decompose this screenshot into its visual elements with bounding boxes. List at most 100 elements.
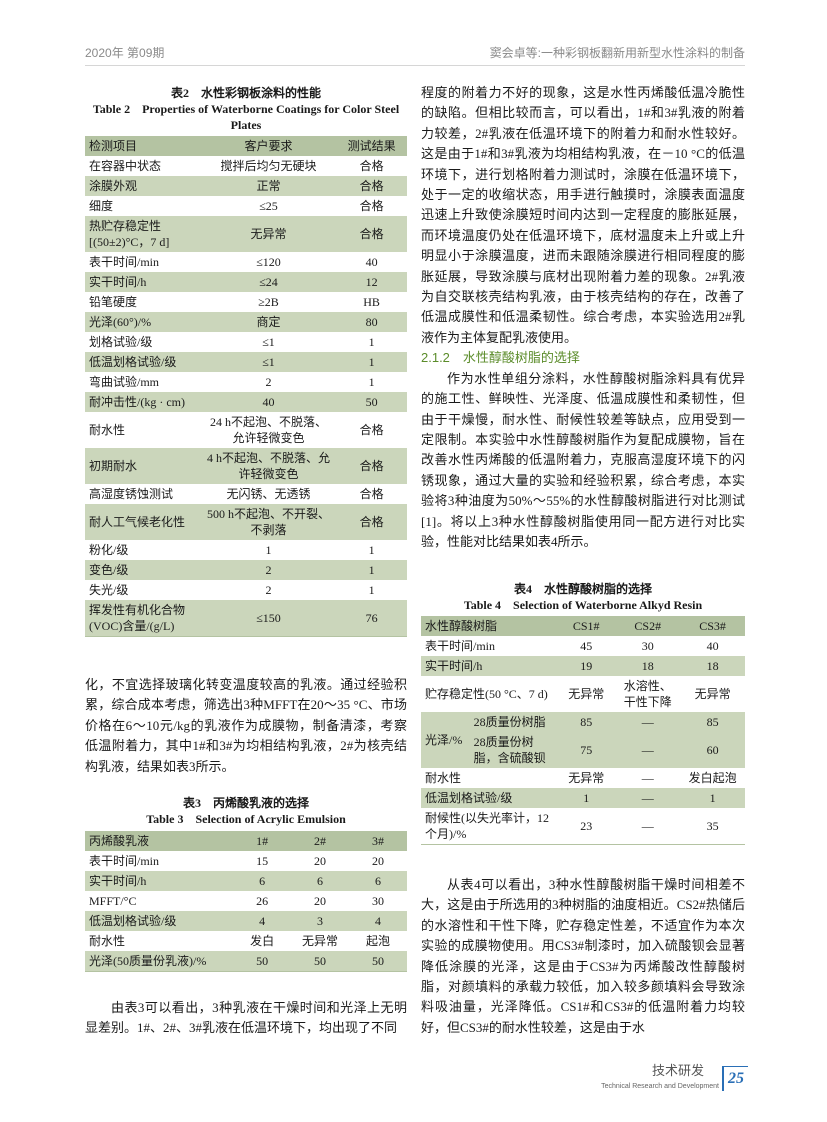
table-cell: 实干时间/h (425, 659, 483, 673)
table-cell: 耐人工气候老化性 (89, 515, 186, 529)
table-cell: 水溶性、干性下降 (623, 679, 672, 709)
table-cell: 500 h不起泡、不开裂、不剥落 (207, 507, 331, 537)
table-cell: 表干时间/min (89, 255, 160, 269)
gloss-group-label: 光泽/% (425, 733, 463, 747)
table2-block: 表2 水性彩钢板涂料的性能 Table 2 Properties of Wate… (85, 85, 407, 637)
table-cell: 无异常 (568, 687, 605, 701)
table-cell: 20 (372, 854, 384, 868)
table-cell: 耐水性 (89, 934, 126, 948)
table-cell: 初期耐水 (89, 459, 138, 473)
table-cell: 合格 (359, 199, 384, 213)
table-cell: 3 (317, 914, 324, 928)
table-cell: 50 (314, 954, 327, 968)
column-header: CS1# (572, 619, 600, 633)
table-cell: 铅笔硬度 (89, 295, 138, 309)
column-header: 检测项目 (89, 139, 138, 153)
table-row: 在容器中状态 搅拌后均匀无硬块 合格 (85, 156, 407, 176)
table-row: 耐水性 发白 无异常 起泡 (85, 931, 407, 951)
column-header: CS3# (699, 619, 726, 633)
table-cell: 低温划格试验/级 (425, 791, 513, 805)
table-row: 耐水性 无异常 — 发白起泡 (421, 768, 745, 788)
table-cell: 75 (580, 743, 593, 757)
table-cell: 19 (580, 659, 593, 673)
table-cell: 变色/级 (89, 563, 129, 577)
column-header: 1# (256, 834, 269, 848)
table-cell: 划格试验/级 (89, 335, 153, 349)
column-header: 水性醇酸树脂 (425, 619, 498, 633)
table-cell: 光泽(60°)/% (89, 315, 152, 329)
header-divider (85, 65, 745, 66)
table3-caption-cn: 表3 丙烯酸乳液的选择 (182, 796, 309, 810)
table-cell: 4 (259, 914, 266, 928)
table-cell: 无异常 (568, 771, 605, 785)
table2-caption-en: Table 2 Properties of Waterborne Coating… (92, 102, 400, 132)
table-cell: 15 (256, 854, 269, 868)
table-row: 耐候性(以失光率计，12个月)/% 23 — 35 (421, 808, 745, 845)
table-cell: 无闪锈、无透锈 (226, 487, 311, 501)
table-row: 实干时间/h 19 18 18 (421, 656, 745, 676)
table-cell: 发白 (250, 934, 275, 948)
right-text-top: 程度的附着力不好的现象，这是水性丙烯酸低温冷脆性的缺陷。但相比较而言，可以看出，… (421, 83, 745, 552)
table-row: 划格试验/级 ≤1 1 (85, 332, 407, 352)
table-cell: ≤25 (259, 199, 278, 213)
table-cell: 合格 (359, 227, 384, 241)
table-cell: 正常 (256, 179, 281, 193)
table-cell: ≤1 (262, 355, 275, 369)
table-row: 表干时间/min 45 30 40 (421, 636, 745, 656)
table-cell: 商定 (256, 315, 281, 329)
table-cell: 1 (368, 563, 375, 577)
table-row: 光泽/% 28质量份树脂 85 — 85 (421, 712, 745, 747)
table-cell: 2 (265, 375, 272, 389)
table-cell: 1 (368, 375, 375, 389)
table-cell: 贮存稳定性(50 °C、7 d) (425, 687, 548, 701)
table-cell: 弯曲试验/mm (89, 375, 160, 389)
table-cell: 1 (709, 791, 716, 805)
table-cell: — (641, 771, 654, 785)
table-row: 铅笔硬度 ≥2B HB (85, 292, 407, 312)
table-cell: 粉化/级 (89, 543, 129, 557)
table-cell: 1 (368, 355, 375, 369)
table-row: 耐冲击性/(kg · cm) 40 50 (85, 392, 407, 412)
table-header-row: 水性醇酸树脂 CS1# CS2# CS3# (421, 616, 745, 636)
table-cell: 低温划格试验/级 (89, 914, 177, 928)
table-cell: 1 (265, 543, 272, 557)
left-text-top: 化，不宜选择玻璃化转变温度较高的乳液。通过经验积累，综合成本考虑，筛选出3种MF… (85, 675, 407, 777)
column-header: 3# (372, 834, 384, 848)
table-cell: 热贮存稳定性 [(50±2)°C，7 d] (89, 219, 170, 249)
footer-section-en: Technical Research and Development (601, 1083, 719, 1090)
table-row: 耐人工气候老化性 500 h不起泡、不开裂、不剥落 合格 (85, 504, 407, 540)
table4: 水性醇酸树脂 CS1# CS2# CS3# 表干时间/min 45 30 40 实干时间/h 19… (421, 616, 745, 845)
paragraph: 从表4可以看出，3种水性醇酸树脂干燥时间相差不大，这是由于所选用的3种树脂的油度… (421, 877, 745, 1035)
table-cell: MFFT/°C (89, 894, 137, 908)
table-cell: 60 (706, 743, 719, 757)
table-row: 表干时间/min ≤120 40 (85, 252, 407, 272)
table-row: 实干时间/h 6 6 6 (85, 871, 407, 891)
table3: 丙烯酸乳液 1# 2# 3# 表干时间/min 15 20 20 实干时间/h 6 6 6 MFFT/°… (85, 831, 407, 972)
table-cell: 6 (259, 874, 266, 888)
table-cell: 6 (375, 874, 381, 888)
table-cell: 76 (365, 611, 378, 625)
table-cell: 失光/级 (89, 583, 129, 597)
table-cell: 发白起泡 (688, 771, 737, 785)
table-cell: 23 (580, 819, 593, 833)
table-cell: 无异常 (250, 227, 287, 241)
table-cell: 耐冲击性/(kg · cm) (89, 395, 185, 409)
table-cell: 耐候性(以失光率计，12个月)/% (425, 811, 549, 841)
table-row: 高湿度锈蚀测试 无闪锈、无透锈 合格 (85, 484, 407, 504)
table-cell: 细度 (89, 199, 114, 213)
table-row: 涂膜外观 正常 合格 (85, 176, 407, 196)
column-header: 测试结果 (347, 139, 396, 153)
table-cell: 30 (641, 639, 654, 653)
table-cell: 4 (375, 914, 381, 928)
table-row: 细度 ≤25 合格 (85, 196, 407, 216)
table-cell: 低温划格试验/级 (89, 355, 177, 369)
table-cell: 涂膜外观 (89, 179, 138, 193)
table-cell: 6 (317, 874, 324, 888)
table2-caption-cn: 表2 水性彩钢板涂料的性能 (170, 86, 321, 100)
table-cell: 表干时间/min (89, 854, 160, 868)
table-cell: 1 (583, 791, 590, 805)
journal-issue: 2020年 第09期 (85, 46, 165, 60)
table-cell: 20 (314, 894, 327, 908)
table-cell: 35 (706, 819, 719, 833)
table-cell: 1 (368, 543, 375, 557)
